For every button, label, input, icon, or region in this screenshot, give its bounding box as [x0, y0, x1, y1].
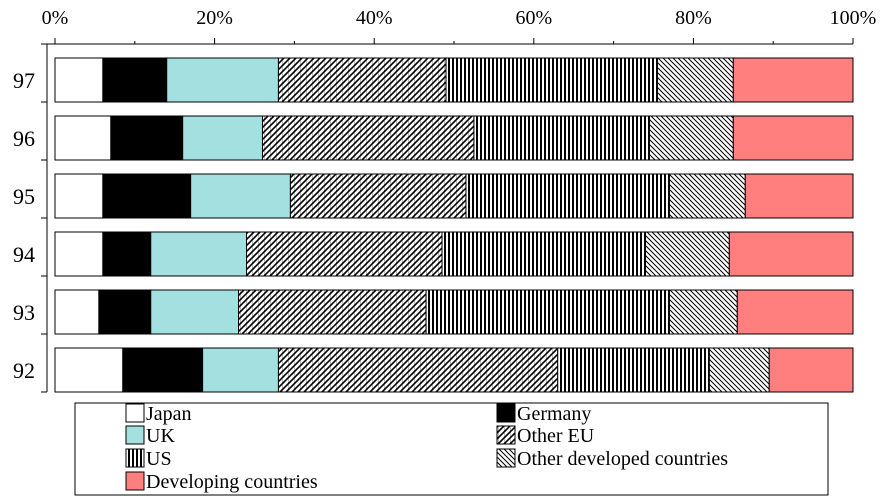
category-label: 96 [13, 126, 35, 151]
legend-box [74, 402, 829, 496]
bar-segment-other-developed-countries-92 [708, 347, 770, 393]
bar-segment-germany-97 [102, 57, 168, 103]
category-label: 97 [13, 68, 35, 93]
legend-label: Other EU [517, 425, 595, 447]
bar-segment-japan-96 [54, 115, 112, 161]
bar-segment-other-eu-92 [277, 347, 559, 393]
bar-segment-other-developed-countries-97 [656, 57, 734, 103]
legend-swatch [125, 448, 145, 468]
bar-segment-japan-97 [54, 57, 104, 103]
legend-swatch [496, 403, 516, 423]
bar-segment-other-developed-countries-94 [645, 231, 730, 277]
legend-label: Developing countries [146, 471, 318, 493]
bar-segment-uk-94 [150, 231, 248, 277]
bar-segment-other-eu-96 [261, 115, 475, 161]
bar-segment-us-94 [441, 231, 647, 277]
bar-segment-germany-95 [102, 173, 192, 219]
bar-segment-japan-92 [54, 347, 124, 393]
x-tick-label: 0% [42, 7, 69, 29]
bar-segment-germany-92 [122, 347, 204, 393]
bar-segment-other-developed-countries-93 [668, 289, 738, 335]
legend-label: Germany [517, 403, 591, 425]
bar-segment-uk-93 [150, 289, 240, 335]
legend: Japan Germany UK Other EU US Other developed … [74, 402, 829, 496]
legend-swatch [125, 425, 145, 445]
bar-segment-other-eu-95 [289, 173, 467, 219]
legend-swatch [125, 403, 145, 423]
legend-label: US [146, 448, 172, 470]
bar-segment-us-97 [445, 57, 658, 103]
bar-segment-uk-95 [190, 173, 291, 219]
bar-segment-germany-94 [102, 231, 152, 277]
x-tick-label: 60% [515, 7, 552, 29]
axes [41, 38, 854, 393]
category-label: 92 [13, 358, 35, 383]
legend-swatch [496, 448, 516, 468]
bar-segment-us-96 [473, 115, 651, 161]
x-tick-label: 40% [356, 7, 393, 29]
category-label: 94 [13, 242, 35, 267]
bar-segment-japan-93 [54, 289, 100, 335]
bar-segment-developing-countries-96 [732, 115, 854, 161]
bar-segment-uk-97 [166, 57, 279, 103]
bar-segment-other-eu-97 [277, 57, 447, 103]
bar-segment-other-eu-94 [246, 231, 443, 277]
bar-segment-other-developed-countries-96 [649, 115, 734, 161]
x-tick-label: 20% [196, 7, 233, 29]
bar-segment-developing-countries-97 [732, 57, 854, 103]
bar-segment-us-95 [465, 173, 670, 219]
bar-segment-uk-96 [182, 115, 263, 161]
legend-label: UK [146, 425, 175, 447]
bar-segment-japan-95 [54, 173, 104, 219]
bar-segment-developing-countries-94 [728, 231, 854, 277]
x-tick-label: 100% [830, 7, 877, 29]
bar-segment-germany-96 [110, 115, 184, 161]
bar-segment-developing-countries-95 [744, 173, 854, 219]
bar-segment-germany-93 [98, 289, 152, 335]
bars [54, 57, 854, 393]
x-tick-label: 80% [675, 7, 712, 29]
bar-segment-other-eu-93 [238, 289, 427, 335]
legend-label: Japan [146, 403, 192, 425]
bar-segment-japan-94 [54, 231, 104, 277]
bar-segment-other-developed-countries-95 [668, 173, 746, 219]
bar-segment-developing-countries-92 [768, 347, 854, 393]
category-label: 93 [13, 300, 35, 325]
category-label: 95 [13, 184, 35, 209]
bar-segment-us-93 [425, 289, 670, 335]
labels: 0% 20% 40% 60% 80% 100% 97 96 95 94 93 92 [13, 7, 876, 383]
bar-segment-us-92 [557, 347, 710, 393]
legend-swatch [125, 471, 145, 491]
legend-label: Other developed countries [517, 448, 728, 470]
bar-segment-uk-92 [202, 347, 279, 393]
bar-segment-developing-countries-93 [736, 289, 854, 335]
legend-swatch [496, 425, 516, 445]
